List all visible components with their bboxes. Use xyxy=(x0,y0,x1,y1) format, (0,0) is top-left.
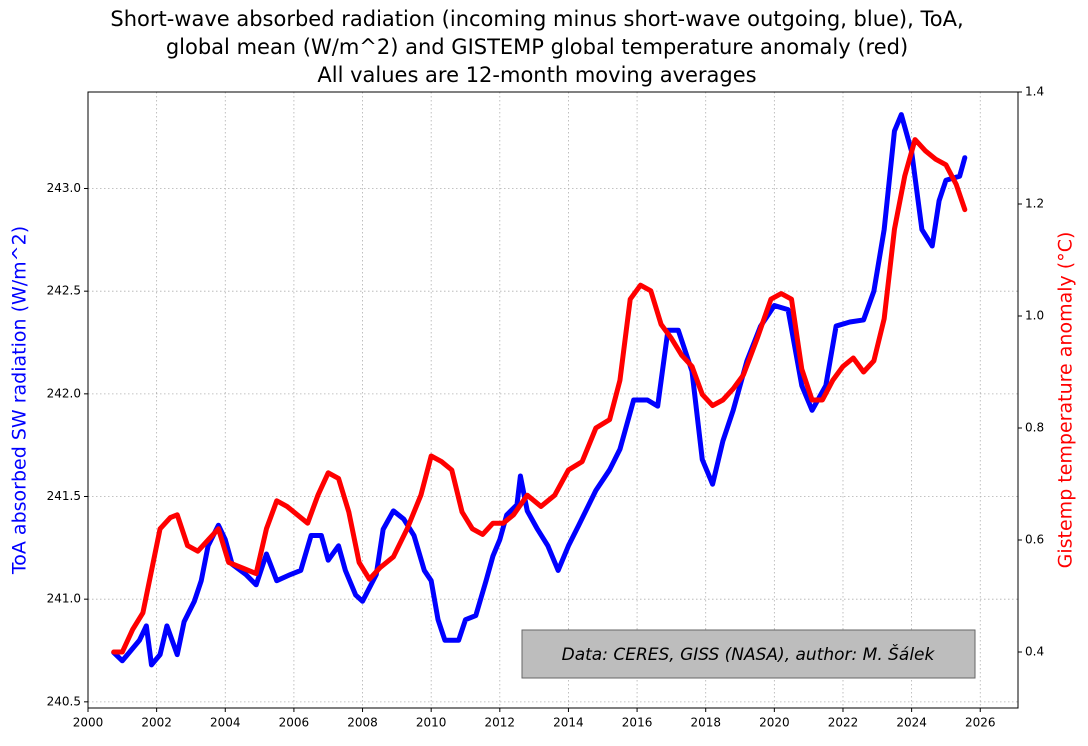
x-tick-label: 2014 xyxy=(553,716,584,730)
x-tick-label: 2012 xyxy=(485,716,516,730)
data-line xyxy=(111,112,968,668)
y-tick-label: 242.5 xyxy=(47,284,81,298)
y-tick-label: 240.5 xyxy=(47,694,81,708)
y-tick-label: 241.5 xyxy=(47,489,81,503)
y2-tick-label: 0.4 xyxy=(1025,645,1044,659)
x-tick-label: 2006 xyxy=(279,716,310,730)
x-tick-label: 2008 xyxy=(347,716,378,730)
x-tick-label: 2004 xyxy=(210,716,241,730)
chart-title: All values are 12-month moving averages xyxy=(317,63,756,87)
data-line xyxy=(111,137,968,655)
x-tick-label: 2026 xyxy=(965,716,996,730)
chart-title: Short-wave absorbed radiation (incoming … xyxy=(110,7,963,31)
x-tick-label: 2020 xyxy=(759,716,790,730)
annotation: Data: CERES, GISS (NASA), author: M. Šál… xyxy=(562,643,936,665)
chart-title: global mean (W/m^2) and GISTEMP global t… xyxy=(166,35,908,59)
plot-frame xyxy=(87,91,1019,709)
y2-tick-label: 1.0 xyxy=(1025,309,1044,323)
y2-tick-label: 1.2 xyxy=(1025,197,1044,211)
x-tick-label: 2002 xyxy=(141,716,172,730)
y2-tick-label: 1.4 xyxy=(1025,85,1044,99)
y-tick-label: 243.0 xyxy=(47,181,81,195)
x-tick-label: 2000 xyxy=(73,716,104,730)
y2-axis-label: Gistemp temperature anomaly (°C) xyxy=(1055,232,1077,569)
x-tick-label: 2018 xyxy=(690,716,721,730)
y-tick-label: 241.0 xyxy=(47,592,81,606)
x-tick-label: 2024 xyxy=(896,716,927,730)
annotation-box xyxy=(521,629,976,679)
y2-tick-label: 0.8 xyxy=(1025,421,1044,435)
y2-tick-label: 0.6 xyxy=(1025,533,1044,547)
y-tick-label: 242.0 xyxy=(47,386,81,400)
x-tick-label: 2016 xyxy=(622,716,653,730)
y-axis-label: ToA absorbed SW radiation (W/m^2) xyxy=(9,226,31,575)
x-tick-label: 2010 xyxy=(416,716,447,730)
x-tick-label: 2022 xyxy=(828,716,859,730)
